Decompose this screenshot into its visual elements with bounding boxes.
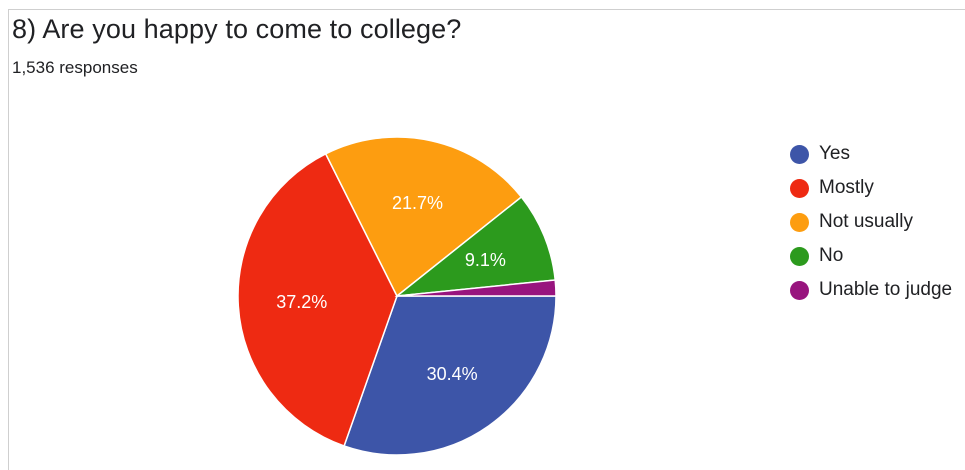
legend-item-not-usually[interactable]: Not usually (790, 205, 952, 239)
pie-slice-no[interactable] (394, 195, 557, 298)
legend-label-no: No (819, 245, 844, 266)
response-count: 1,536 responses (12, 58, 138, 77)
pie-chart: 30.4% 37.2% 21.7% 9.1% (237, 136, 557, 456)
legend-item-mostly[interactable]: Mostly (790, 171, 952, 205)
legend-label-yes: Yes (819, 143, 850, 164)
slice-label-yes: 30.4% (427, 364, 478, 384)
question-title: 8) Are you happy to come to college? (12, 14, 462, 44)
legend-label-not-usually: Not usually (819, 211, 913, 232)
legend-item-no[interactable]: No (790, 239, 952, 273)
legend-item-unable-to-judge[interactable]: Unable to judge (790, 273, 952, 307)
legend-swatch-mostly (790, 178, 809, 198)
pie-slice-mostly[interactable] (237, 152, 398, 447)
chart-legend: Yes Mostly Not usually No Unable to judg… (790, 137, 952, 307)
legend-item-yes[interactable]: Yes (790, 137, 952, 171)
legend-swatch-no (790, 246, 809, 266)
legend-swatch-not-usually (790, 212, 809, 232)
legend-label-unable-to-judge: Unable to judge (819, 279, 953, 300)
legend-swatch-unable-to-judge (790, 280, 809, 300)
pie-slice-unable-to-judge[interactable] (396, 279, 557, 297)
legend-swatch-yes (790, 144, 809, 164)
legend-label-mostly: Mostly (819, 177, 874, 198)
slice-label-no: 9.1% (465, 250, 506, 270)
pie-slice-yes[interactable] (343, 295, 557, 456)
pie-slice-not-usually[interactable] (324, 136, 523, 298)
slice-label-mostly: 37.2% (276, 292, 327, 312)
slice-label-not-usually: 21.7% (392, 193, 443, 213)
